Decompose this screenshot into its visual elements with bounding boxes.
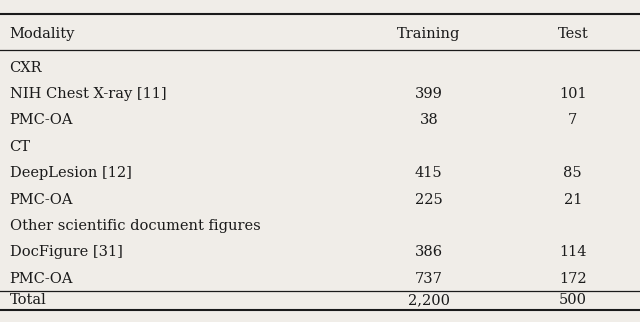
Text: 7: 7 [568,113,577,128]
Text: 21: 21 [564,193,582,207]
Text: 2,200: 2,200 [408,293,450,307]
Text: CXR: CXR [10,61,42,75]
Text: 386: 386 [415,245,443,260]
Text: Total: Total [10,293,46,307]
Text: PMC-OA: PMC-OA [10,193,73,207]
Text: NIH Chest X-ray [11]: NIH Chest X-ray [11] [10,87,166,101]
Text: 114: 114 [559,245,586,260]
Text: 500: 500 [559,293,587,307]
Text: 101: 101 [559,87,587,101]
Text: PMC-OA: PMC-OA [10,113,73,128]
Text: Other scientific document figures: Other scientific document figures [10,219,260,233]
Text: 415: 415 [415,166,443,180]
Text: DeepLesion [12]: DeepLesion [12] [10,166,131,180]
Text: 38: 38 [419,113,438,128]
Text: DocFigure [31]: DocFigure [31] [10,245,122,260]
Text: Test: Test [557,27,588,41]
Text: PMC-OA: PMC-OA [10,272,73,286]
Text: 399: 399 [415,87,443,101]
Text: 737: 737 [415,272,443,286]
Text: 225: 225 [415,193,443,207]
Text: 172: 172 [559,272,587,286]
Text: Modality: Modality [10,27,75,41]
Text: 85: 85 [563,166,582,180]
Text: Training: Training [397,27,461,41]
Text: CT: CT [10,140,31,154]
